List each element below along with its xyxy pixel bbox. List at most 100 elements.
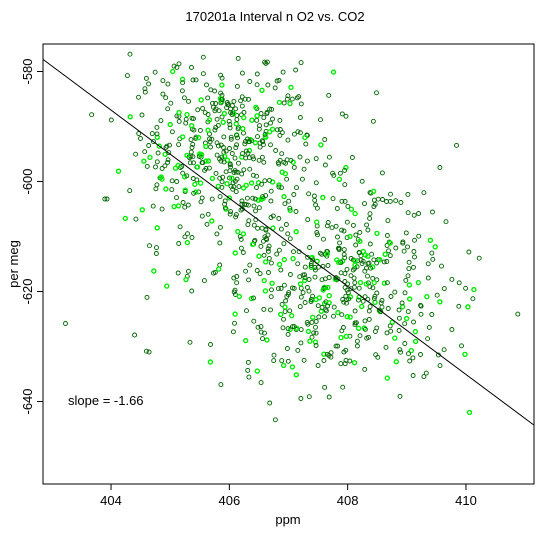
data-point-121 [254, 185, 259, 190]
data-point-970 [343, 357, 349, 363]
data-point-990 [387, 323, 393, 329]
data-point-899 [189, 288, 195, 294]
data-point-340 [241, 167, 247, 173]
data-point-747 [441, 286, 447, 292]
data-point-954 [233, 212, 239, 218]
data-point-423 [371, 197, 377, 203]
data-point-654 [339, 312, 345, 318]
data-point-980 [384, 199, 389, 204]
data-point-948 [402, 321, 408, 327]
data-point-905 [183, 276, 189, 283]
data-point-214 [281, 159, 287, 165]
data-point-920 [141, 158, 147, 164]
data-point-895 [298, 60, 304, 66]
data-point-239 [235, 135, 240, 141]
data-point-338 [226, 118, 232, 124]
data-point-218 [217, 194, 223, 200]
data-point-134 [291, 192, 297, 197]
data-point-639 [449, 327, 455, 332]
data-point-332 [264, 109, 270, 115]
data-point-208 [196, 189, 202, 195]
data-point-241 [276, 99, 283, 106]
data-point-642 [352, 210, 358, 217]
data-point-766 [393, 245, 399, 251]
data-point-177 [222, 205, 228, 211]
data-point-384 [259, 181, 264, 187]
data-point-869 [363, 281, 369, 287]
data-point-490 [285, 331, 291, 337]
data-point-210 [142, 89, 148, 95]
data-point-409 [254, 71, 260, 77]
data-point-330 [233, 121, 240, 127]
data-point-924 [437, 165, 443, 170]
data-point-81 [181, 95, 187, 101]
data-point-935 [326, 394, 332, 400]
data-point-888 [291, 164, 297, 170]
data-point-549 [381, 280, 388, 286]
data-point-427 [232, 311, 238, 317]
data-point-612 [370, 275, 376, 281]
data-point-655 [411, 212, 417, 218]
data-point-319 [227, 162, 233, 168]
data-point-82 [176, 241, 182, 246]
data-point-868 [339, 111, 345, 117]
data-point-977 [335, 234, 340, 240]
data-point-511 [383, 344, 389, 350]
data-point-282 [279, 151, 285, 157]
data-point-958 [143, 348, 149, 354]
data-point-911 [249, 241, 256, 248]
data-point-756 [246, 374, 252, 380]
data-point-855 [281, 100, 287, 106]
data-point-216 [154, 182, 160, 188]
data-point-604 [425, 261, 431, 267]
data-point-361 [203, 143, 209, 150]
data-point-476 [312, 274, 318, 280]
data-point-309 [238, 98, 244, 104]
data-point-376 [182, 234, 188, 240]
data-point-247 [179, 76, 186, 83]
data-point-625 [344, 266, 350, 272]
data-point-28 [127, 51, 133, 57]
data-point-773 [245, 367, 251, 373]
data-point-713 [341, 299, 347, 305]
data-point-744 [281, 316, 286, 322]
data-point-623 [276, 247, 282, 253]
data-point-815 [290, 324, 295, 330]
data-point-630 [261, 277, 267, 284]
data-point-173 [142, 86, 148, 92]
data-point-66 [193, 77, 199, 83]
data-point-127 [197, 180, 204, 186]
data-point-824 [334, 257, 340, 263]
data-point-710 [338, 270, 344, 276]
data-point-279 [199, 195, 205, 201]
data-point-898 [154, 245, 159, 251]
data-point-27 [163, 144, 169, 150]
data-point-955 [293, 372, 299, 378]
data-point-657 [406, 351, 411, 357]
data-point-746 [402, 341, 408, 346]
data-point-665 [285, 358, 291, 364]
data-point-367 [229, 151, 235, 156]
data-point-556 [344, 314, 350, 320]
data-point-872 [280, 362, 287, 369]
data-point-176 [176, 61, 182, 67]
data-point-808 [312, 267, 318, 273]
data-point-878 [139, 207, 146, 213]
data-point-333 [144, 163, 150, 169]
data-point-318 [159, 206, 165, 212]
data-point-334 [273, 148, 279, 153]
data-point-939 [151, 268, 157, 274]
data-point-1000 [263, 227, 269, 233]
data-point-700 [260, 336, 265, 342]
data-point-743 [302, 264, 308, 270]
data-point-667 [322, 251, 328, 257]
data-point-417 [367, 304, 373, 310]
data-point-438 [313, 330, 319, 336]
data-point-272 [191, 190, 197, 196]
data-point-10 [163, 95, 169, 101]
data-point-922 [388, 191, 393, 197]
data-point-591 [405, 309, 411, 315]
data-point-449 [257, 271, 263, 277]
data-point-532 [279, 301, 285, 307]
data-point-268 [288, 157, 294, 163]
